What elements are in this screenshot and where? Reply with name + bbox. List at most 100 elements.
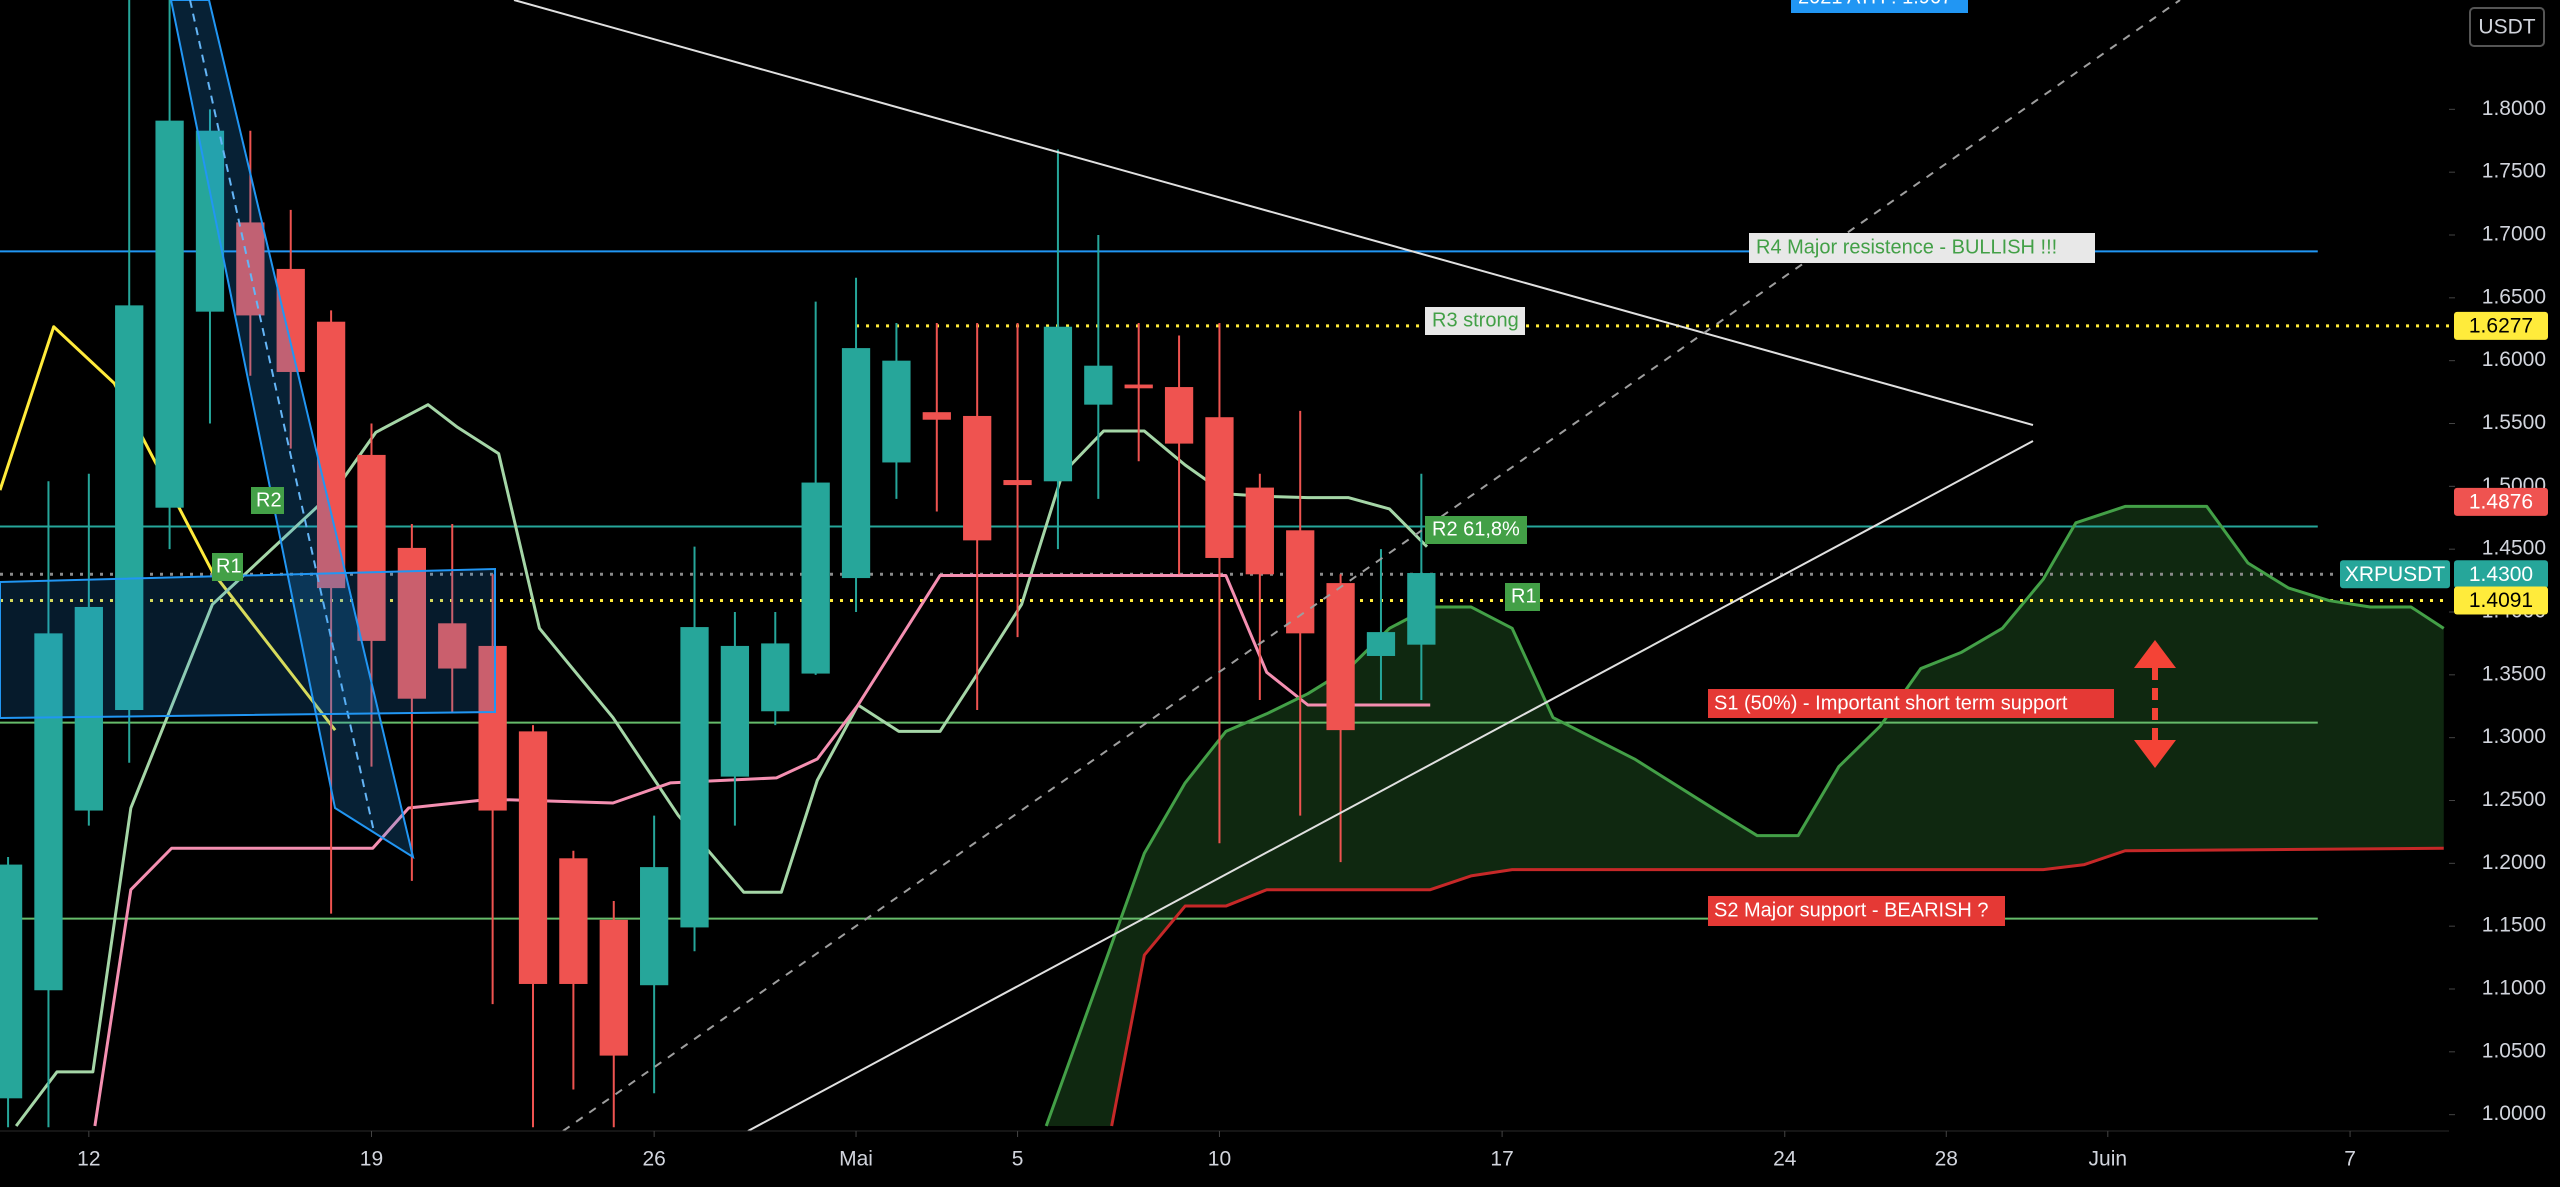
annotation-box	[1425, 307, 1525, 335]
y-tick-label: 1.7000	[2482, 223, 2546, 246]
annotation-box	[1425, 516, 1527, 544]
candle-body	[276, 268, 305, 372]
y-tick-label: 1.7500	[2482, 160, 2546, 183]
indicator-line	[93, 574, 1431, 1127]
price-badge	[2454, 311, 2548, 340]
candle-body	[195, 130, 225, 312]
candle-body	[1164, 387, 1194, 444]
candle-body	[963, 415, 992, 541]
candle-body	[397, 547, 427, 699]
candle-body	[357, 454, 386, 641]
candle-body	[559, 858, 588, 984]
y-tick-label: 1.5500	[2482, 411, 2546, 434]
candle-body	[1326, 583, 1355, 731]
cloud-fill	[1046, 506, 2444, 1126]
y-tick-label: 1.3500	[2482, 662, 2546, 685]
y-tick-label: 1.8000	[2482, 97, 2546, 120]
y-tick-label: 1.6500	[2482, 285, 2546, 308]
candle-body	[478, 645, 507, 811]
x-tick-label: 28	[1935, 1148, 1958, 1171]
candle-body	[1205, 417, 1234, 558]
annotation: S1 (50%) - Important short term support	[1714, 692, 2068, 714]
x-tick-label: 26	[642, 1148, 665, 1171]
x-tick-label: Mai	[839, 1148, 873, 1171]
annotation: S2 Major support - BEARISH ?	[1714, 899, 1989, 921]
annotation: R4 Major resistence - BULLISH !!!	[1756, 236, 2057, 258]
price-badge-label: 1.4300	[2469, 563, 2533, 586]
x-tick-label: 7	[2344, 1148, 2356, 1171]
price-badge-label: 1.4876	[2469, 490, 2533, 513]
currency: USDT	[2478, 16, 2535, 39]
candle-body	[1366, 632, 1396, 656]
annotations: R4 Major resistence - BULLISH !!! R3 str…	[212, 0, 2176, 926]
range-arrow	[2134, 640, 2176, 768]
price-badge-label: 1.6277	[2469, 314, 2533, 337]
indicator-line	[1110, 846, 2444, 1127]
price-badge-label: 1.4091	[2469, 589, 2533, 612]
candle-body	[1084, 365, 1113, 405]
annotation: R3 strong	[1432, 309, 1519, 331]
candle-body	[1407, 573, 1436, 645]
symbol-badge	[2340, 560, 2450, 589]
candle-body	[1043, 326, 1073, 482]
y-tick-label: 1.1000	[2482, 977, 2546, 1000]
x-tick-label: 10	[1208, 1148, 1231, 1171]
annotation-box	[1708, 896, 2005, 926]
currency-badge[interactable]	[2469, 7, 2545, 47]
x-tick-label: 5	[1012, 1148, 1024, 1171]
candle-body	[115, 305, 144, 711]
drawings	[0, 0, 2181, 1131]
symbol-label: XRPUSDT	[2345, 563, 2446, 586]
trend-line	[747, 440, 2034, 1131]
x-tick-label: 24	[1773, 1148, 1797, 1171]
y-tick-label: 1.2500	[2482, 788, 2546, 811]
candle-body	[1003, 480, 1032, 486]
candle-body	[0, 864, 23, 1099]
channel-mid	[189, 0, 375, 833]
annotation-box	[1708, 689, 2114, 718]
candle-body	[680, 627, 709, 928]
candle-body	[236, 222, 265, 316]
candle-body	[155, 120, 184, 508]
y-tick-label: 1.0500	[2482, 1039, 2546, 1062]
y-tick-label: 1.4500	[2482, 537, 2546, 560]
candle-body	[74, 606, 103, 811]
indicator-line	[1044, 504, 2445, 1127]
candle-body	[438, 623, 467, 669]
annotation: R1	[1511, 585, 1537, 607]
annotation-box	[212, 553, 243, 581]
candle-body	[599, 919, 628, 1056]
annotation: R2 61,8%	[1432, 518, 1520, 540]
x-tick-label: 17	[1490, 1148, 1513, 1171]
trend-line	[513, 0, 2034, 426]
annotation-box	[1505, 583, 1540, 611]
x-tick-label: 12	[77, 1148, 100, 1171]
x-tick-label: 19	[360, 1148, 383, 1171]
y-tick-label: 1.6000	[2482, 348, 2546, 371]
range-box	[0, 567, 496, 720]
candle-body	[1245, 487, 1274, 575]
channel	[169, 0, 415, 860]
candle-body	[922, 412, 951, 420]
price-badge	[2454, 586, 2548, 615]
x-tick-label: Juin	[2089, 1148, 2128, 1171]
candle-body	[882, 360, 911, 463]
annotation-box	[1791, 0, 1968, 13]
candle-body	[640, 867, 669, 986]
candle-body	[1286, 530, 1315, 634]
indicator-line	[0, 325, 337, 732]
annotation: R1	[216, 555, 242, 577]
annotation-box	[251, 487, 284, 514]
candle-body	[841, 348, 871, 579]
candle-body	[518, 731, 548, 984]
y-tick-label: 1.0000	[2482, 1102, 2546, 1125]
candle-body	[761, 643, 790, 712]
annotation: 2021 ATH : 1.967	[1798, 0, 1952, 8]
candle-body	[34, 633, 63, 991]
candle-body	[316, 321, 346, 589]
y-tick-label: 1.3000	[2482, 725, 2546, 748]
candle-body	[720, 645, 750, 777]
